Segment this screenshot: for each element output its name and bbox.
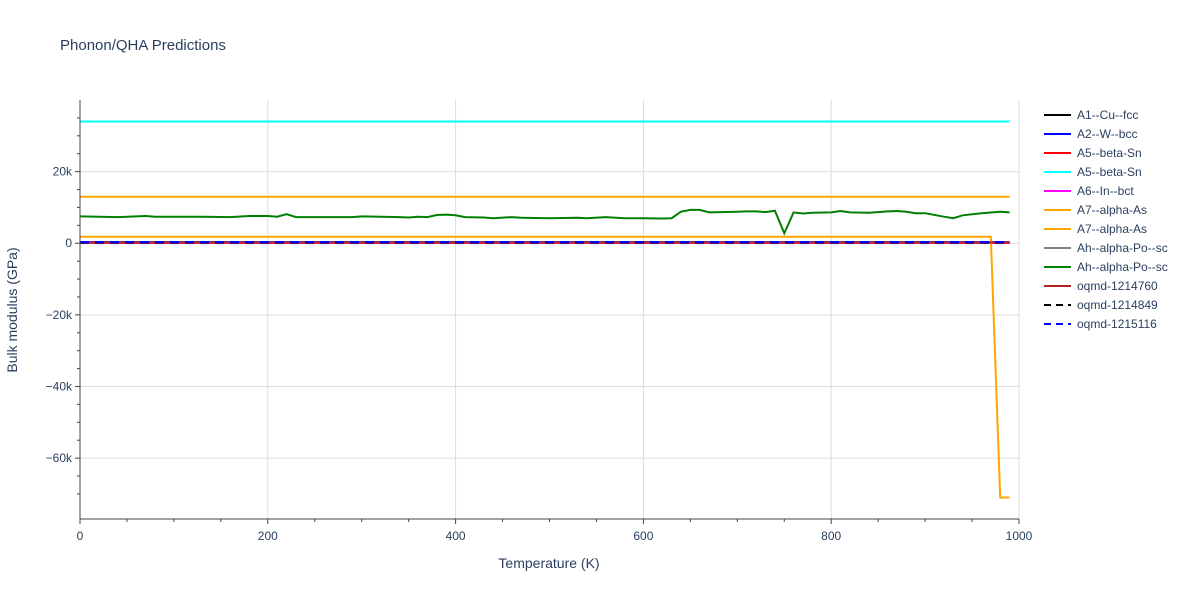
legend-label: oqmd-1214760 [1077,279,1158,293]
x-tick-label: 800 [821,529,841,543]
series-line [79,208,1010,236]
y-tick-label: 0 [65,236,72,250]
series-line [80,235,1010,499]
y-tick-label: −40k [46,379,73,393]
legend-label: oqmd-1215116 [1077,317,1157,331]
x-tick-label: 1000 [1006,529,1033,543]
grid [79,100,1020,519]
chart-title: Phonon/QHA Predictions [60,37,226,54]
x-tick-label: 400 [446,529,466,543]
legend-label: A1--Cu--fcc [1077,108,1138,122]
x-tick-label: 0 [77,529,84,543]
legend-label: A7--alpha-As [1077,222,1147,236]
legend-label: A7--alpha-As [1077,203,1147,217]
legend[interactable]: A1--Cu--fcc A2--W--bcc A5--beta-Sn A5--beta… [1044,108,1168,331]
plot-area[interactable] [79,120,1010,499]
axes: 0 200 400 600 800 1000 −60k −40k −20k 0 20k [46,100,1033,543]
x-tick-label: 200 [258,529,278,543]
legend-label: Ah--alpha-Po--sc [1077,260,1168,274]
legend-label: oqmd-1214849 [1077,298,1158,312]
x-axis-title: Temperature (K) [498,555,599,571]
legend-label: A6--In--bct [1077,184,1134,198]
legend-label: A5--beta-Sn [1077,146,1142,160]
x-tick-label: 600 [633,529,653,543]
y-tick-label: −20k [46,308,73,322]
y-axis-title: Bulk modulus (GPa) [4,247,20,372]
y-tick-label: −60k [46,451,73,465]
legend-label: A5--beta-Sn [1077,165,1142,179]
y-tick-label: 20k [53,165,73,179]
legend-label: A2--W--bcc [1077,127,1137,141]
legend-label: Ah--alpha-Po--sc [1077,241,1168,255]
